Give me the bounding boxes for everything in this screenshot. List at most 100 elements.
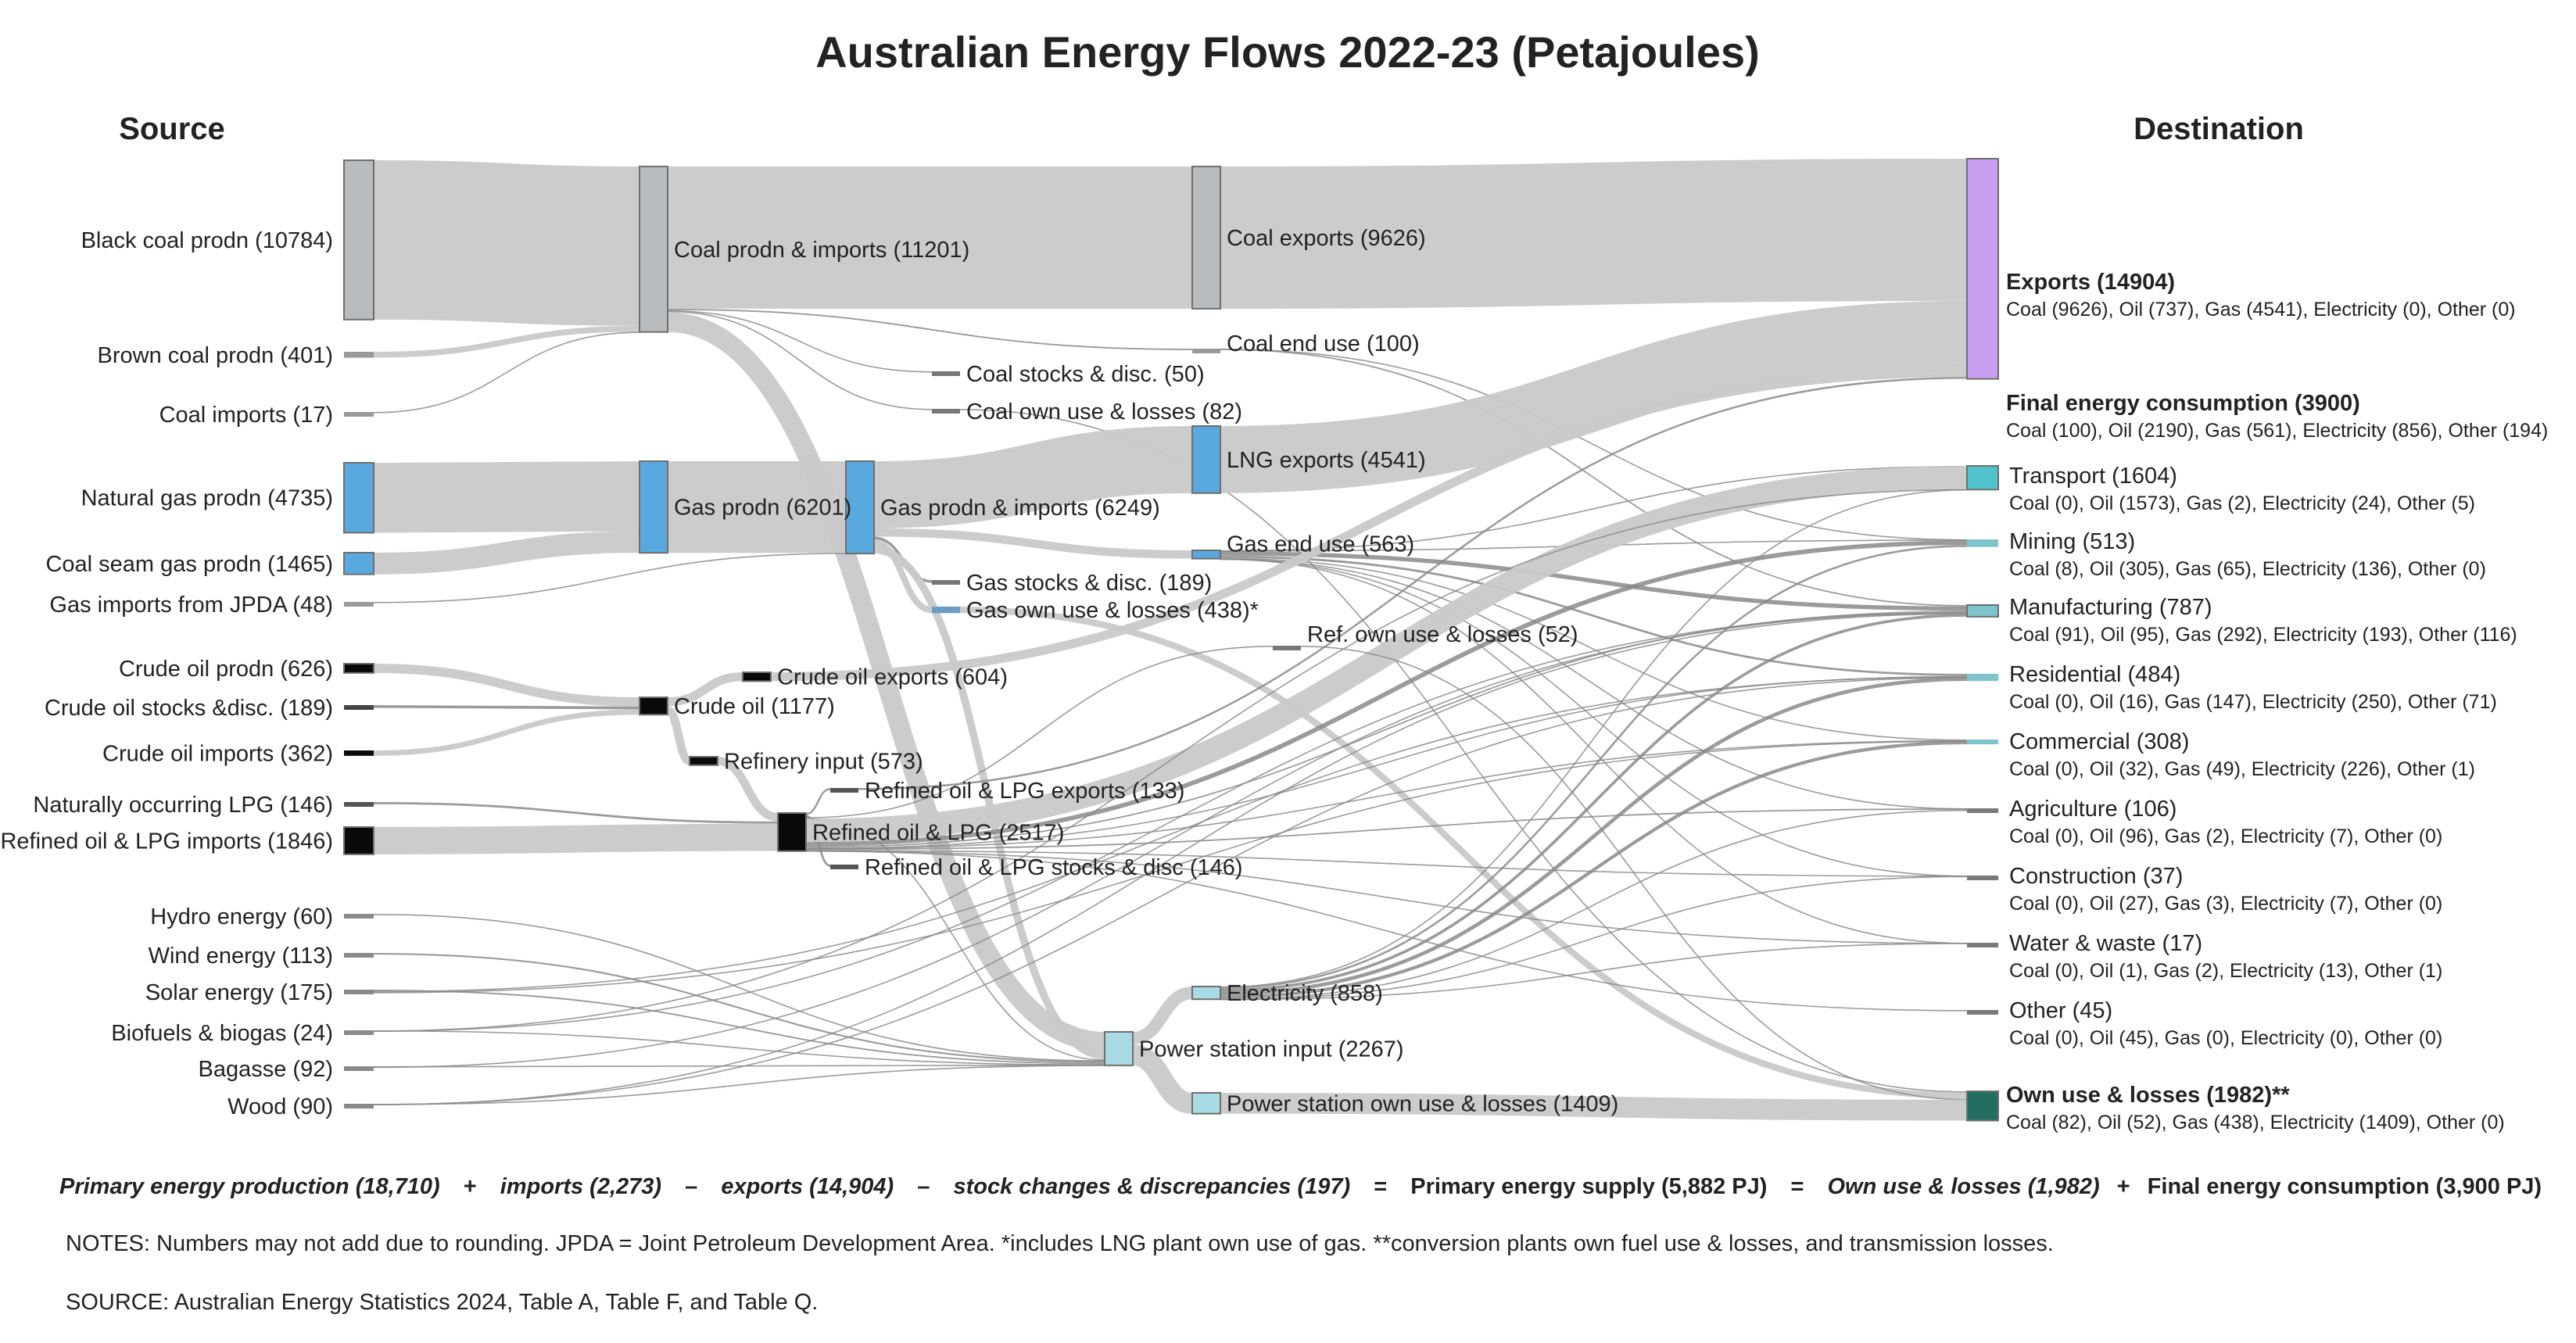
destination-column-header: Destination [2134, 112, 2304, 146]
node-label-refined-exports: Refined oil & LPG exports (133) [865, 779, 1184, 804]
flow-electricity-to-manufacturing [1220, 614, 1968, 992]
flow-refined-to-other [805, 850, 1968, 1012]
node-label-crude-oil: Crude oil (1177) [674, 694, 835, 719]
node-refined [777, 812, 807, 852]
flow-crude-oil-to-ref-input [665, 706, 692, 765]
eq-op-3: – [917, 1174, 930, 1199]
flow-electricity-to-residential [1220, 677, 1968, 996]
node-electricity [1191, 986, 1221, 1001]
node-label-lpg-nat: Naturally occurring LPG (146) [33, 793, 333, 818]
node-ref-own [1273, 646, 1301, 650]
destination-node-residential [1967, 674, 1998, 682]
source-text: SOURCE: Australian Energy Statistics 202… [66, 1290, 818, 1315]
destination-title-manufacturing: Manufacturing (787) [2009, 595, 2212, 620]
destination-title-final: Final energy consumption (3900) [2006, 391, 2360, 416]
flow-crude-imports-to-crude-oil [373, 709, 640, 756]
flow-refined-to-agriculture [805, 808, 1968, 851]
flow-lpg-nat-to-refined [373, 802, 779, 824]
node-refined-stocks [830, 865, 858, 869]
flow-refined-to-refined-exports [805, 788, 831, 815]
node-label-electricity: Electricity (858) [1227, 981, 1383, 1006]
node-crude-imports [344, 750, 374, 756]
eq-op-1: + [464, 1174, 477, 1199]
flow-crude-exports-to-exports [770, 367, 1968, 682]
node-lpg-nat [344, 802, 374, 807]
destination-breakdown-construction: Coal (0), Oil (27), Gas (3), Electricity… [2009, 893, 2442, 915]
destination-node-construction [1967, 876, 1998, 880]
flow-refined-to-residential [805, 675, 1968, 850]
flow-coal-end-to-mining [1220, 349, 1968, 541]
node-label-coal-stocks: Coal stocks & disc. (50) [966, 362, 1205, 387]
destination-title-residential: Residential (484) [2009, 662, 2180, 687]
flow-solar-to-residential [373, 676, 1968, 993]
node-label-wind: Wind energy (113) [149, 944, 333, 969]
node-label-csg: Coal seam gas prodn (1465) [45, 552, 333, 577]
node-label-coal-imports: Coal imports (17) [159, 403, 333, 428]
flow-gas-end-to-agriculture [1220, 558, 1968, 810]
destination-breakdown-transport: Coal (0), Oil (1573), Gas (2), Electrici… [2009, 492, 2475, 514]
eq-primary-supply: Primary energy supply (5,882 PJ) [1410, 1174, 1767, 1199]
eq-op-6: + [2117, 1174, 2130, 1199]
flow-biofuels-to-transport [373, 489, 1968, 1032]
flow-wind-to-ps-input [373, 953, 1105, 1063]
eq-op-2: – [685, 1174, 697, 1199]
flow-coal-pi-to-coal-stocks [667, 310, 933, 373]
node-jpda [344, 602, 374, 607]
node-ps-input [1104, 1031, 1134, 1066]
node-label-ps-input: Power station input (2267) [1139, 1037, 1404, 1062]
eq-imports: imports (2,273) [500, 1174, 661, 1199]
destination-title-mining: Mining (513) [2009, 529, 2135, 554]
flow-coal-pi-to-ps-input [667, 312, 1105, 1052]
destination-node-transport [1966, 465, 1999, 491]
flow-refined-to-mining [805, 540, 1968, 847]
flow-black-coal-to-coal-pi [373, 160, 640, 326]
flow-gas-end-to-manufacturing [1220, 551, 1968, 611]
destination-title-own-losses: Own use & losses (1982)** [2006, 1083, 2290, 1108]
node-coal-exports [1191, 166, 1221, 310]
flow-electricity-to-mining [1220, 545, 1968, 990]
node-label-coal-exports: Coal exports (9626) [1227, 226, 1426, 251]
node-wind [344, 953, 374, 958]
destination-breakdown-exports: Coal (9626), Oil (737), Gas (4541), Elec… [2006, 299, 2516, 321]
destination-breakdown-residential: Coal (0), Oil (16), Gas (147), Electrici… [2009, 691, 2497, 713]
node-label-lng: LNG exports (4541) [1227, 448, 1426, 473]
flow-coal-imports-to-coal-pi [373, 331, 640, 414]
destination-breakdown-commercial: Coal (0), Oil (32), Gas (49), Electricit… [2009, 758, 2475, 780]
node-label-coal-end: Coal end use (100) [1227, 331, 1420, 356]
destination-title-construction: Construction (37) [2009, 864, 2183, 889]
flow-gas-pi-to-gas-own [873, 539, 933, 614]
node-label-brown-coal: Brown coal prodn (401) [98, 343, 333, 368]
destination-node-manufacturing [1966, 604, 1999, 618]
node-label-black-coal: Black coal prodn (10784) [81, 228, 333, 253]
node-solar [344, 990, 374, 994]
flow-ps-own-to-own-losses [1220, 1093, 1968, 1121]
flow-biofuels-to-ps-input [373, 1030, 1105, 1066]
node-label-refined-stocks: Refined oil & LPG stocks & disc (146) [865, 855, 1243, 880]
flow-electricity-to-construction [1220, 876, 1968, 1001]
flow-coal-exports-to-exports [1220, 159, 1968, 309]
eq-primary-production: Primary energy production (18,710) [59, 1174, 440, 1199]
destination-breakdown-agriculture: Coal (0), Oil (96), Gas (2), Electricity… [2009, 825, 2442, 847]
flow-gas-own-to-own-losses [959, 606, 1968, 1099]
flow-ref-own-to-own-losses [1300, 646, 1968, 1101]
node-label-crude-prodn: Crude oil prodn (626) [119, 657, 333, 682]
flow-wood-to-residential [373, 677, 1968, 1105]
destination-node-exports [1966, 158, 1999, 380]
flow-bagasse-to-manufacturing [373, 612, 1968, 1069]
node-gas-end [1191, 550, 1221, 560]
destination-title-exports: Exports (14904) [2006, 270, 2175, 295]
node-refined-imports [343, 826, 374, 855]
node-label-refined: Refined oil & LPG (2517) [812, 820, 1064, 845]
flow-gas-end-to-construction [1220, 558, 1968, 877]
node-label-gas-stocks: Gas stocks & disc. (189) [966, 571, 1212, 596]
node-coal-own [932, 409, 960, 414]
flow-refined-exports-to-exports [858, 377, 1968, 790]
destination-node-water [1967, 943, 1998, 947]
flow-coal-pi-to-coal-own [667, 310, 933, 410]
node-crude-oil [639, 697, 668, 716]
flow-electricity-to-transport [1220, 489, 1968, 988]
eq-final-consumption: Final energy consumption (3,900 PJ) [2148, 1174, 2542, 1199]
destination-breakdown-mining: Coal (8), Oil (305), Gas (65), Electrici… [2009, 558, 2486, 580]
destination-node-other [1967, 1010, 1998, 1015]
